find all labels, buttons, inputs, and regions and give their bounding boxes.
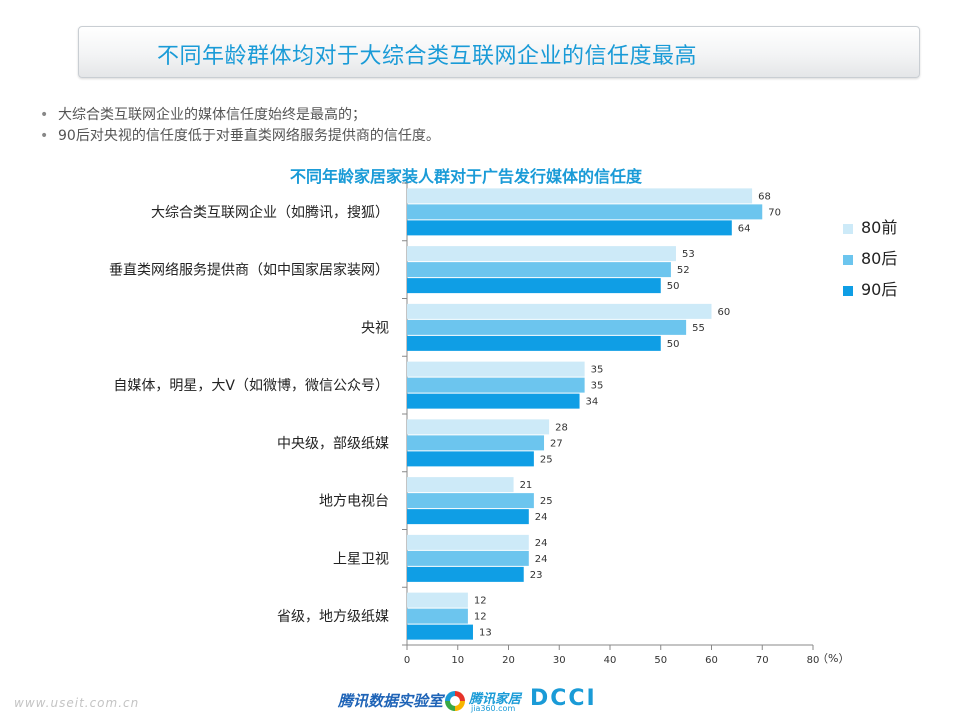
legend-label: 80前 [861, 218, 898, 237]
bar [407, 624, 473, 640]
bar-value-label: 55 [692, 323, 705, 334]
bullet-marker: • [40, 107, 49, 123]
x-tick-label: 40 [604, 655, 617, 666]
bar-value-label: 50 [667, 281, 680, 292]
category-label: 央视 [361, 320, 389, 336]
bar [407, 246, 676, 262]
bar-value-label: 68 [758, 191, 771, 202]
bullet-item: • 90后对央视的信任度低于对垂直类网络服务提供商的信任度。 [40, 126, 440, 147]
x-tick-label: 50 [654, 655, 667, 666]
bar [407, 278, 661, 294]
bar [407, 477, 514, 493]
legend-label: 80后 [861, 249, 898, 268]
category-label: 地方电视台 [319, 494, 389, 510]
category-label: 上星卫视 [333, 551, 389, 567]
category-label: 省级，地方级纸媒 [277, 609, 389, 625]
bar-value-label: 50 [667, 339, 680, 350]
legend-label: 90后 [861, 280, 898, 299]
bar [407, 435, 545, 451]
legend-item: 90后 [843, 280, 897, 311]
bar [407, 419, 550, 435]
footer-dcci-logo: DCCI [530, 686, 597, 711]
bar [407, 393, 580, 409]
bar-value-label: 35 [591, 365, 604, 376]
bar-value-label: 60 [718, 307, 731, 318]
bar [407, 303, 712, 319]
bar [407, 550, 529, 566]
bar-value-label: 12 [474, 612, 487, 623]
bar-value-label: 24 [535, 554, 548, 565]
bar-value-label: 25 [540, 496, 553, 507]
bullet-text: 90后对央视的信任度低于对垂直类网络服务提供商的信任度。 [58, 128, 440, 144]
x-tick-label: 60 [705, 655, 718, 666]
bullet-marker: • [40, 128, 49, 144]
bar-value-label: 13 [479, 628, 492, 639]
x-tick-label: 0 [404, 655, 410, 666]
bullet-item: • 大综合类互联网企业的媒体信任度始终是最高的； [40, 105, 440, 126]
bar-value-label: 35 [591, 381, 604, 392]
x-tick-label: 30 [553, 655, 566, 666]
bar-value-label: 53 [682, 249, 695, 260]
bar [407, 188, 753, 204]
brand-name: 腾讯家居 [469, 692, 522, 707]
x-tick-label: 80 [807, 655, 820, 666]
bar [407, 204, 763, 220]
footer-lab-logo: 腾讯数据实验室 [338, 692, 444, 710]
bar-value-label: 64 [738, 223, 751, 234]
bar-value-label: 12 [474, 596, 487, 607]
x-tick-label: 70 [756, 655, 769, 666]
bar [407, 377, 585, 393]
bar [407, 566, 524, 582]
bullet-text: 大综合类互联网企业的媒体信任度始终是最高的； [58, 107, 366, 123]
bar [407, 262, 671, 278]
bar-value-label: 27 [550, 438, 563, 449]
brand-circle-icon [445, 691, 465, 711]
footer-watermark-url: www.useit.com.cn [14, 696, 140, 710]
x-tick-label: 10 [451, 655, 464, 666]
x-tick-label: 20 [502, 655, 515, 666]
bar [407, 493, 534, 509]
bar-value-label: 52 [677, 265, 690, 276]
category-label: 垂直类网络服务提供商（如中国家居家装网） [109, 262, 389, 279]
bar [407, 335, 661, 351]
legend-swatch [843, 254, 853, 265]
bullet-list: • 大综合类互联网企业的媒体信任度始终是最高的； • 90后对央视的信任度低于对垂直… [40, 105, 440, 147]
bar [407, 319, 687, 335]
category-label: 大综合类互联网企业（如腾讯，搜狐） [151, 204, 389, 221]
bar-value-label: 34 [586, 397, 599, 408]
bar-value-label: 24 [535, 512, 548, 523]
bar [407, 592, 468, 608]
bar [407, 361, 585, 377]
category-label: 自媒体，明星，大V（如微博，微信公众号） [113, 377, 389, 394]
legend-item: 80后 [843, 249, 897, 280]
bar [407, 534, 529, 550]
chart-legend: 80前 80后 90后 [843, 218, 897, 311]
chart-title: 不同年龄家居家装人群对于广告发行媒体的信任度 [290, 167, 643, 186]
legend-swatch [843, 223, 853, 234]
category-label: 中央级，部级纸媒 [277, 436, 389, 452]
bar-value-label: 24 [535, 538, 548, 549]
page-title: 不同年龄群体均对于大综合类互联网企业的信任度最高 [157, 44, 698, 69]
x-axis-unit: （%） [817, 652, 849, 665]
brand-url: jia360.com [471, 704, 516, 713]
bar-value-label: 28 [555, 422, 568, 433]
bar-value-label: 21 [520, 480, 533, 491]
bar [407, 220, 732, 236]
legend-item: 80前 [843, 218, 897, 249]
bar-value-label: 25 [540, 454, 553, 465]
bar [407, 608, 468, 624]
legend-swatch [843, 285, 853, 296]
bar-value-label: 23 [530, 570, 543, 581]
title-banner: 不同年龄群体均对于大综合类互联网企业的信任度最高 [78, 26, 920, 78]
bar [407, 509, 529, 525]
bar-value-label: 70 [768, 207, 781, 218]
bar [407, 451, 534, 467]
